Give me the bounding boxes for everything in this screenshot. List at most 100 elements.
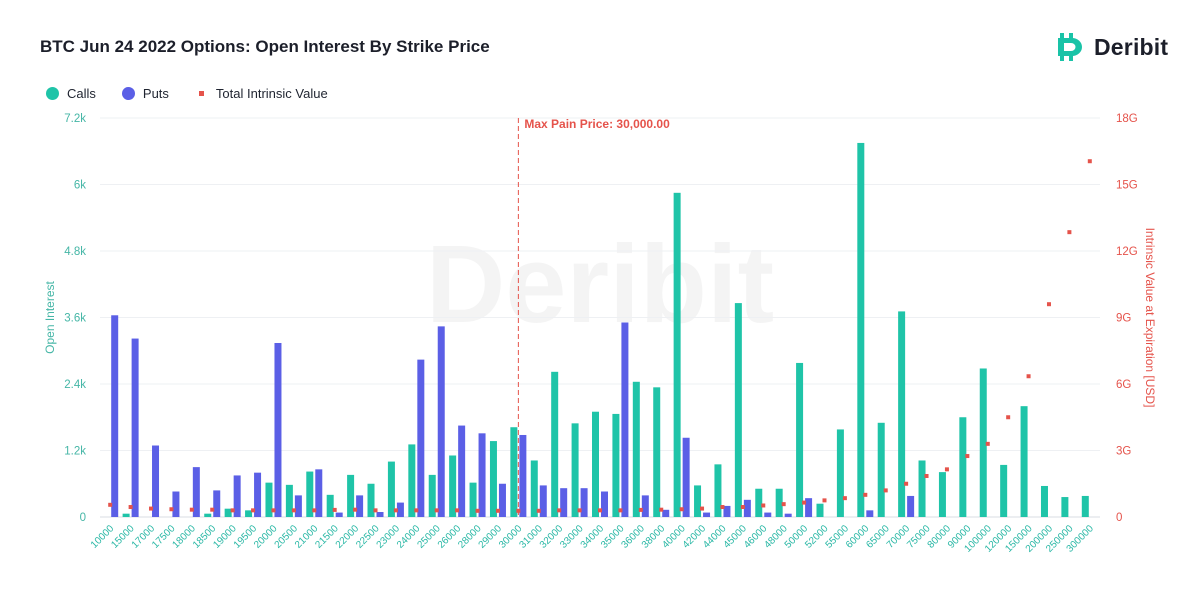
legend-item-calls[interactable]: Calls <box>46 86 96 101</box>
calls-bar <box>898 311 906 517</box>
intrinsic-value-marker <box>822 498 827 503</box>
intrinsic-value-marker <box>659 507 664 512</box>
y-tick-label-right: 12G <box>1116 246 1138 258</box>
intrinsic-value-marker <box>638 507 643 512</box>
intrinsic-value-marker <box>108 502 113 507</box>
calls-bar <box>673 192 681 517</box>
watermark-text: Deribit <box>426 223 774 346</box>
y-tick-label-right: 15G <box>1116 180 1138 192</box>
y-tick-label-right: 3G <box>1116 446 1131 458</box>
puts-bar <box>621 322 629 517</box>
calls-bar <box>387 461 395 517</box>
puts-bar <box>764 512 772 517</box>
intrinsic-value-marker <box>393 508 398 513</box>
calls-bar <box>530 460 538 517</box>
intrinsic-value-marker <box>210 507 215 512</box>
intrinsic-value-marker <box>291 508 296 513</box>
calls-bar <box>551 371 559 517</box>
y-tick-label-right: 18G <box>1116 113 1138 125</box>
puts-bar <box>294 495 302 517</box>
y-tick-label-left: 0 <box>80 512 86 524</box>
intrinsic-value-marker <box>761 503 766 508</box>
calls-bar <box>836 429 844 517</box>
deribit-logo: Deribit <box>1056 31 1168 63</box>
intrinsic-value-marker <box>842 496 847 501</box>
puts-bar <box>662 509 670 517</box>
y-axis-title-right: Intrinsic Value at Expiration [USD] <box>1143 228 1157 408</box>
intrinsic-value-marker <box>720 505 725 510</box>
puts-bar <box>907 495 915 517</box>
calls-bar <box>632 381 640 517</box>
calls-bar <box>449 455 457 517</box>
puts-bar <box>213 490 221 517</box>
calls-bar <box>979 368 987 517</box>
calls-bar <box>1000 464 1008 517</box>
calls-bar <box>857 142 865 517</box>
puts-bar <box>376 512 384 517</box>
intrinsic-value-marker <box>700 506 705 511</box>
y-axis-title-left: Open Interest <box>43 280 57 353</box>
calls-bar <box>428 474 436 517</box>
puts-bar <box>417 359 425 517</box>
calls-bar <box>469 482 477 517</box>
intrinsic-value-marker <box>230 508 235 513</box>
legend-label-puts: Puts <box>142 86 169 101</box>
intrinsic-value-marker <box>434 508 439 513</box>
calls-bar <box>816 503 824 517</box>
calls-bar <box>347 474 355 517</box>
calls-bar <box>959 417 967 517</box>
puts-bar <box>743 499 751 517</box>
deribit-logo-icon <box>1058 33 1082 61</box>
calls-bar <box>796 362 804 517</box>
legend-item-intrinsic[interactable]: Total Intrinsic Value <box>195 86 328 101</box>
calls-bar <box>653 387 661 517</box>
puts-bar <box>111 315 119 517</box>
calls-bar <box>367 483 375 517</box>
calls-bar <box>245 510 253 517</box>
puts-bar <box>356 495 364 517</box>
intrinsic-value-marker <box>904 481 909 486</box>
intrinsic-value-marker <box>149 506 154 511</box>
puts-bar <box>866 510 874 517</box>
y-tick-label-left: 7.2k <box>64 113 86 125</box>
puts-bar <box>580 488 588 517</box>
puts-bar <box>192 467 200 517</box>
y-tick-label-left: 2.4k <box>64 379 86 391</box>
puts-legend-marker <box>121 87 135 100</box>
puts-bar <box>560 488 568 517</box>
intrinsic-value-marker <box>781 502 786 507</box>
calls-bar <box>408 444 416 517</box>
y-tick-label-right: 0 <box>1116 512 1122 524</box>
legend: Calls Puts Total Intrinsic Value <box>46 86 328 101</box>
puts-bar <box>315 469 323 517</box>
legend-label-calls: Calls <box>67 86 96 101</box>
y-tick-label-left: 1.2k <box>64 446 86 458</box>
calls-bar <box>1061 497 1069 517</box>
intrinsic-value-marker <box>189 507 194 512</box>
puts-bar <box>784 513 792 517</box>
intrinsic-value-marker <box>353 507 358 512</box>
calls-bar <box>510 427 518 517</box>
intrinsic-value-marker <box>883 488 888 493</box>
calls-bar <box>265 482 273 517</box>
y-tick-label-left: 4.8k <box>64 246 86 258</box>
puts-bar <box>254 472 262 517</box>
calls-bar <box>1081 495 1089 517</box>
intrinsic-value-marker <box>1087 159 1092 164</box>
puts-bar <box>335 512 343 517</box>
puts-bar <box>519 434 527 517</box>
intrinsic-value-marker <box>965 454 970 459</box>
intrinsic-value-marker <box>169 507 174 512</box>
intrinsic-value-marker <box>373 508 378 513</box>
legend-item-puts[interactable]: Puts <box>121 86 169 101</box>
intrinsic-value-marker <box>414 508 419 513</box>
intrinsic-value-marker <box>455 508 460 513</box>
intrinsic-value-marker <box>618 508 623 513</box>
intrinsic-legend-marker <box>198 91 204 96</box>
intrinsic-value-marker <box>475 508 480 513</box>
intrinsic-value-marker <box>1006 415 1011 420</box>
calls-bar <box>612 413 620 517</box>
intrinsic-value-marker <box>271 508 276 513</box>
intrinsic-value-marker <box>577 508 582 513</box>
